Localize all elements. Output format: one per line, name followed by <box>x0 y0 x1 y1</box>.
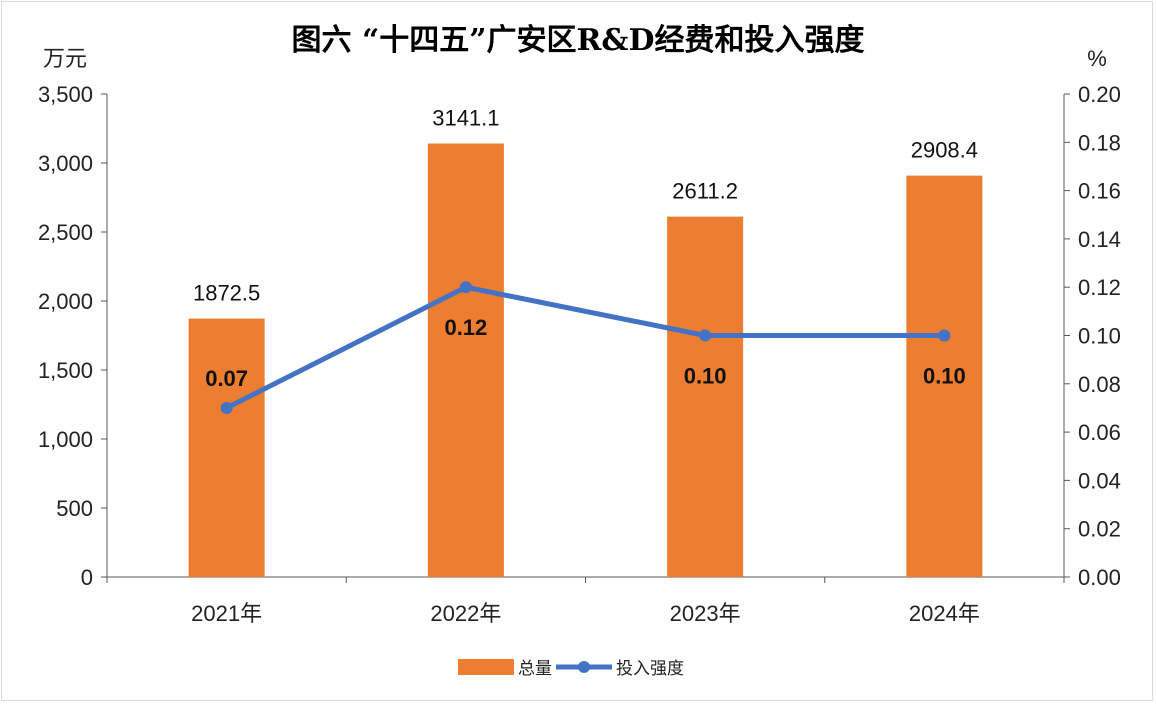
legend-label-bar: 总量 <box>518 659 552 678</box>
y2-axis-label: % <box>1087 46 1107 71</box>
line-series <box>225 284 945 411</box>
y2-tick-label: 0.10 <box>1078 324 1121 349</box>
legend-label-line: 投入强度 <box>616 659 684 678</box>
y-tick-label: 500 <box>56 496 93 521</box>
y-tick-label: 3,500 <box>38 82 93 107</box>
bar-data-label: 3141.1 <box>432 106 499 131</box>
y2-tick-label: 0.08 <box>1078 372 1121 397</box>
line-data-label: 0.10 <box>684 364 727 389</box>
bar-data-label: 1872.5 <box>193 281 260 306</box>
bar-data-label: 2611.2 <box>672 179 738 204</box>
y2-tick-label: 0.12 <box>1078 275 1121 300</box>
bar-data-label: 2908.4 <box>911 138 978 163</box>
line-point <box>699 329 712 342</box>
y2-tick-label: 0.20 <box>1078 82 1121 107</box>
line-data-label: 0.12 <box>444 315 487 340</box>
y2-tick-label: 0.16 <box>1078 179 1121 204</box>
y2-tick-label: 0.02 <box>1078 517 1121 542</box>
x-tick-label: 2023年 <box>670 601 741 626</box>
x-tick-label: 2022年 <box>430 601 501 626</box>
chart-title: 图六 “十四五”广安区R&D经费和投入强度 <box>292 23 865 58</box>
y-tick-label: 2,000 <box>38 289 93 314</box>
bar <box>667 216 744 577</box>
y2-tick-label: 0.14 <box>1078 227 1121 252</box>
line-data-label: 0.10 <box>923 364 966 389</box>
y-tick-label: 3,000 <box>38 151 93 176</box>
line-point <box>459 281 472 294</box>
bar <box>427 143 504 577</box>
y-tick-label: 1,000 <box>38 427 93 452</box>
line-point <box>938 329 951 342</box>
y2-tick-label: 0.00 <box>1078 565 1121 590</box>
y-tick-label: 0 <box>81 565 93 590</box>
y2-tick-label: 0.06 <box>1078 420 1121 445</box>
y-tick-label: 2,500 <box>38 220 93 245</box>
legend-swatch-bar <box>458 659 514 675</box>
x-tick-label: 2021年 <box>191 601 262 626</box>
bar <box>188 318 265 577</box>
x-tick-label: 2024年 <box>909 601 980 626</box>
line-data-label: 0.07 <box>205 366 248 391</box>
legend-marker-line <box>578 661 590 673</box>
y-tick-label: 1,500 <box>38 358 93 383</box>
y-axis-label: 万元 <box>43 46 87 71</box>
y2-tick-label: 0.04 <box>1078 468 1121 493</box>
bar <box>906 175 983 577</box>
line-point <box>220 401 233 414</box>
y2-tick-label: 0.18 <box>1078 130 1121 155</box>
